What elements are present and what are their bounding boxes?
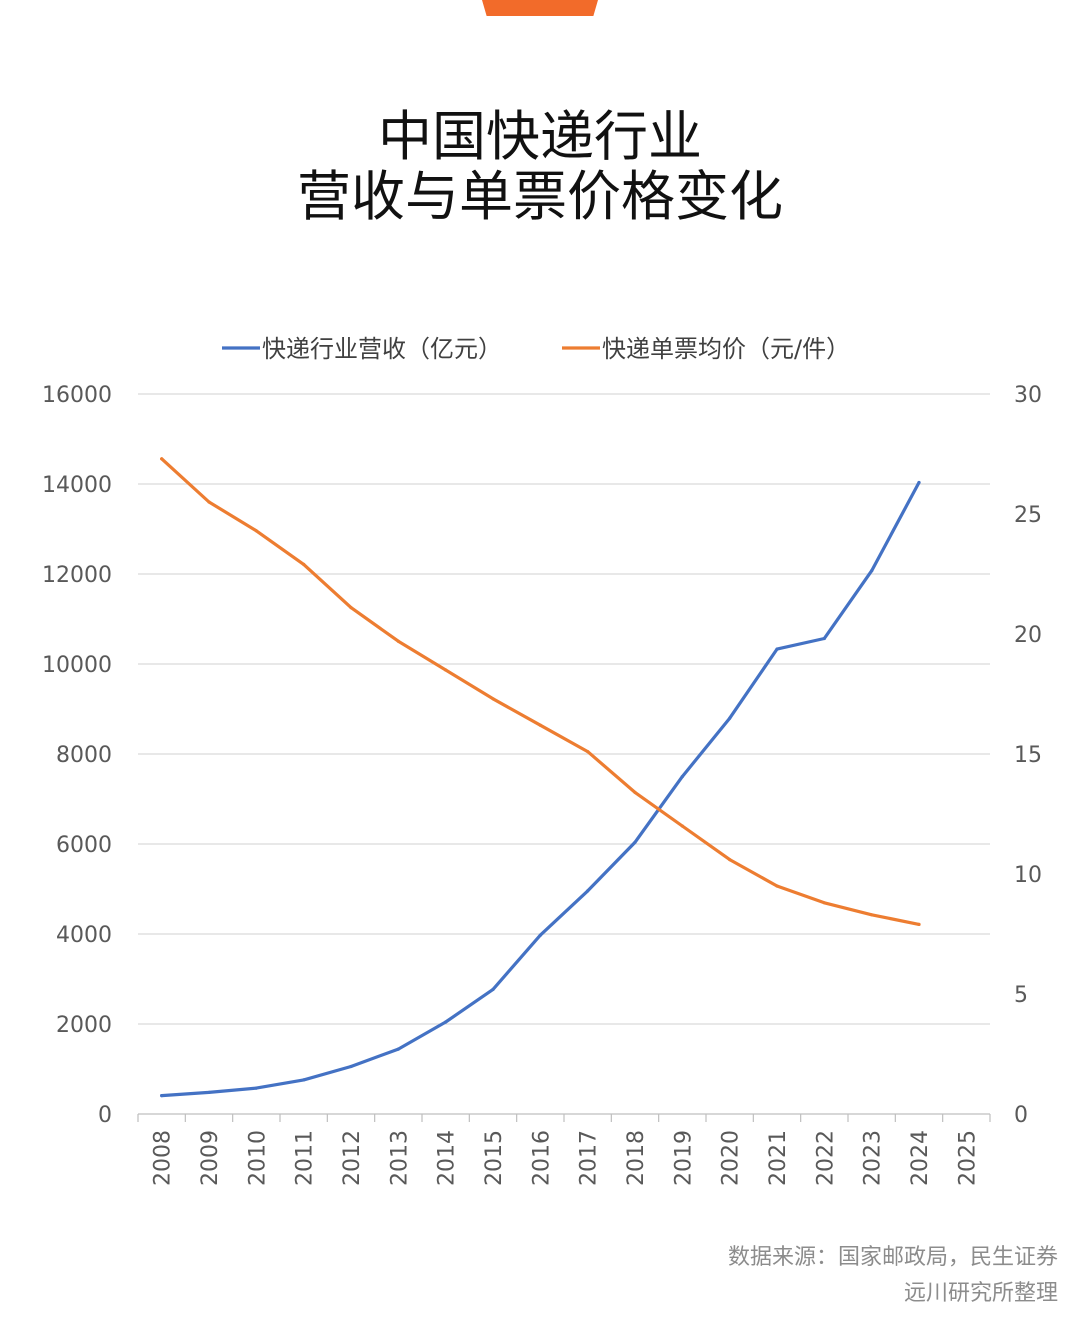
left-tick-label: 12000	[42, 563, 112, 588]
x-tick-label: 2009	[198, 1130, 223, 1186]
price-point	[396, 639, 400, 643]
chart-title-line-2: 营收与单票价格变化	[297, 165, 783, 228]
right-tick-label: 10	[1014, 863, 1042, 888]
revenue-point	[444, 1020, 448, 1024]
left-tick-label: 6000	[56, 833, 112, 858]
revenue-point	[538, 933, 542, 937]
x-tick-label: 2019	[671, 1130, 696, 1186]
left-tick-label: 4000	[56, 923, 112, 948]
series-lines	[160, 457, 921, 1098]
x-tick-label: 2017	[577, 1130, 602, 1186]
price-point	[870, 913, 874, 917]
right-tick-label: 20	[1014, 623, 1042, 648]
top-accent-tab	[482, 0, 598, 16]
right-axis-ticks: 0 5 10 15 20 25 30	[1014, 383, 1042, 1128]
revenue-point	[302, 1078, 306, 1082]
x-tick-label: 2018	[624, 1130, 649, 1186]
left-axis-ticks: 0 2000 4000 6000 8000 10000 12000 14000 16000	[42, 383, 112, 1128]
left-tick-label: 14000	[42, 473, 112, 498]
revenue-point	[349, 1064, 353, 1069]
left-tick-label: 8000	[56, 743, 112, 768]
revenue-point	[207, 1090, 211, 1094]
legend-label-price: 快递单票均价（元/件）	[602, 335, 850, 363]
x-tick-label: 2024	[908, 1130, 933, 1186]
right-tick-label: 30	[1014, 383, 1042, 408]
x-tick-label: 2021	[766, 1130, 791, 1186]
price-point	[538, 723, 542, 727]
right-tick-label: 15	[1014, 743, 1042, 768]
chart-legend: 快递行业营收（亿元） 快递单票均价（元/件）	[222, 335, 850, 363]
revenue-point	[775, 647, 779, 651]
x-tick-label: 2008	[151, 1130, 176, 1186]
revenue-point	[680, 775, 684, 779]
x-tick-label: 2025	[955, 1130, 980, 1186]
revenue-point	[160, 1094, 164, 1098]
x-tick-label: 2020	[719, 1130, 744, 1186]
price-point	[207, 500, 211, 504]
series-line-price	[160, 457, 921, 927]
price-point	[680, 824, 684, 828]
left-tick-label: 16000	[42, 383, 112, 408]
left-tick-label: 2000	[56, 1013, 112, 1038]
x-tick-label: 2014	[435, 1130, 460, 1186]
data-source-note: 数据来源：国家邮政局，民生证券	[727, 1245, 1058, 1270]
right-tick-label: 0	[1014, 1103, 1028, 1128]
compiled-by-note: 远川研究所整理	[903, 1281, 1058, 1306]
price-point	[775, 884, 779, 888]
revenue-point	[917, 480, 921, 485]
price-point	[586, 750, 590, 754]
x-tick-label: 2015	[482, 1130, 507, 1186]
right-tick-label: 5	[1014, 983, 1028, 1008]
price-point	[302, 562, 306, 566]
price-point	[728, 858, 732, 862]
price-point	[254, 529, 258, 533]
chart-title-line-1: 中国快递行业	[378, 105, 702, 168]
right-tick-label: 25	[1014, 503, 1042, 528]
revenue-point	[396, 1047, 400, 1051]
price-point	[491, 697, 495, 701]
x-tick-label: 2016	[529, 1130, 554, 1186]
price-point	[917, 922, 921, 927]
legend-label-revenue: 快递行业营收（亿元）	[262, 335, 502, 363]
revenue-point	[633, 840, 637, 844]
x-tick-label: 2022	[813, 1130, 838, 1186]
revenue-point	[254, 1086, 258, 1090]
left-tick-label: 0	[98, 1103, 112, 1128]
revenue-point	[870, 569, 874, 573]
revenue-point	[822, 636, 826, 641]
line-chart: 0 2000 4000 6000 8000 10000 12000 14000 16000 0 5…	[42, 335, 1042, 1186]
x-tick-label: 2012	[340, 1130, 365, 1186]
revenue-point	[728, 716, 732, 720]
x-tick-label: 2010	[245, 1130, 270, 1186]
price-point	[349, 606, 353, 610]
price-point	[444, 668, 448, 672]
price-point	[633, 790, 637, 794]
left-tick-label: 10000	[42, 653, 112, 678]
x-tick-label: 2023	[861, 1130, 886, 1186]
x-axis-ticks: 2008 2009 2010 2011 2012 2013 2014 2015 2016 2017…	[137, 1114, 991, 1186]
x-tick-label: 2013	[387, 1130, 412, 1186]
price-point	[160, 457, 164, 461]
revenue-point	[586, 889, 590, 893]
x-tick-label: 2011	[293, 1130, 318, 1186]
revenue-point	[491, 987, 495, 992]
price-point	[822, 901, 826, 905]
gridlines	[138, 393, 990, 1115]
